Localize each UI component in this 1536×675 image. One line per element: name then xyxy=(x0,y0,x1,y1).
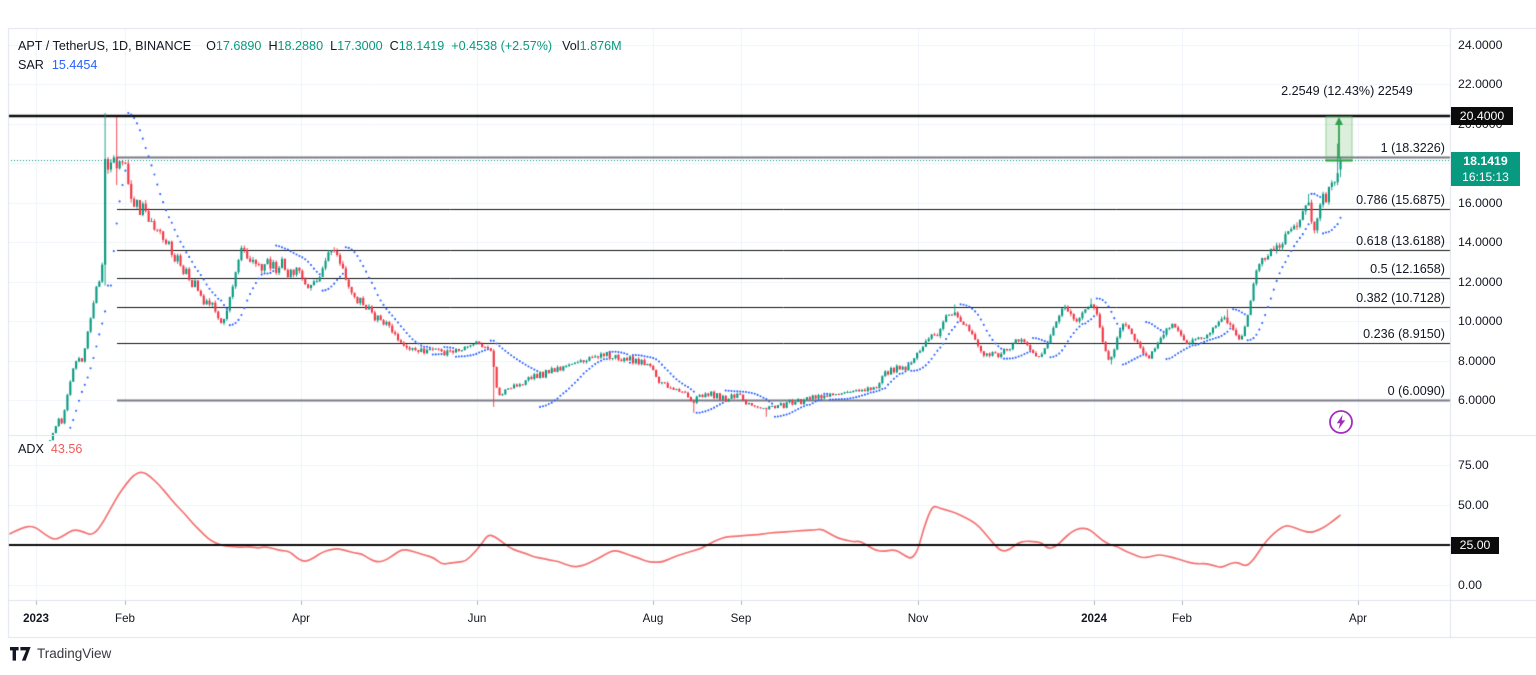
chart-legend: APT / TetherUS, 1D, BINANCE O17.6890 H18.2… xyxy=(18,37,622,75)
fib-label-0382[interactable]: 0.382 (10.7128) xyxy=(1356,291,1445,306)
open-label: O xyxy=(206,39,216,53)
symbol-title[interactable]: APT / TetherUS, 1D, BINANCE xyxy=(18,39,192,53)
bar-countdown: 16:15:13 xyxy=(1462,169,1509,184)
time-label-jun23[interactable]: Jun xyxy=(467,612,487,625)
time-label-feb23[interactable]: Feb xyxy=(115,612,135,625)
lightning-icon xyxy=(1329,410,1353,434)
change-value: +0.4538 (+2.57%) xyxy=(451,39,553,53)
time-label-feb24[interactable]: Feb xyxy=(1172,612,1192,625)
close-value: 18.1419 xyxy=(398,39,445,53)
high-label: H xyxy=(268,39,278,53)
volume-label: Vol xyxy=(562,39,580,53)
price-tick-24[interactable]: 24.0000 xyxy=(1458,38,1503,52)
tradingview-logo[interactable]: TradingView xyxy=(10,646,111,661)
tradingview-brand-text: TradingView xyxy=(37,646,112,661)
time-label-aug23[interactable]: Aug xyxy=(642,612,664,625)
adx-tick-0[interactable]: 0.00 xyxy=(1458,578,1482,592)
flash-boost-button[interactable] xyxy=(1327,408,1355,436)
fib-label-0[interactable]: 0 (6.0090) xyxy=(1387,383,1445,398)
open-value: 17.6890 xyxy=(215,39,262,53)
volume-value: 1.876M xyxy=(579,39,622,53)
tradingview-mark-icon xyxy=(10,646,31,661)
low-value: 17.3000 xyxy=(337,39,383,53)
high-value: 18.2880 xyxy=(277,39,324,53)
sar-label[interactable]: SAR xyxy=(18,58,44,72)
horizontal-line-price-badge: 20.4000 xyxy=(1451,106,1513,125)
fib-extension-label: 2.2549 (12.43%) 22549 xyxy=(1281,84,1413,98)
last-price-value: 18.1419 xyxy=(1463,153,1508,168)
price-tick-8[interactable]: 8.0000 xyxy=(1458,353,1496,368)
time-label-2024[interactable]: 2024 xyxy=(1081,612,1107,625)
close-label: C xyxy=(389,39,399,53)
time-label-nov23[interactable]: Nov xyxy=(907,612,929,625)
time-label-2023[interactable]: 2023 xyxy=(23,612,49,625)
adx-tick-75[interactable]: 75.00 xyxy=(1458,458,1489,472)
price-tick-10[interactable]: 10.0000 xyxy=(1458,314,1503,329)
sar-value: 15.4454 xyxy=(51,58,98,72)
adx-legend: ADX 43.56 xyxy=(18,442,82,456)
time-label-apr23[interactable]: Apr xyxy=(291,612,311,625)
sar-row: SAR 15.4454 xyxy=(18,56,622,75)
price-tick-16[interactable]: 16.0000 xyxy=(1458,195,1503,210)
adx-threshold-badge: 25.00 xyxy=(1451,536,1499,554)
price-tick-14[interactable]: 14.0000 xyxy=(1458,235,1503,250)
fib-label-0618[interactable]: 0.618 (13.6188) xyxy=(1356,233,1445,248)
adx-label[interactable]: ADX xyxy=(18,442,44,456)
fib-label-0236[interactable]: 0.236 (8.9150) xyxy=(1363,326,1445,341)
low-label: L xyxy=(330,39,338,53)
adx-value: 43.56 xyxy=(50,442,83,456)
price-tick-12[interactable]: 12.0000 xyxy=(1458,274,1503,289)
adx-tick-50[interactable]: 50.00 xyxy=(1458,498,1489,512)
price-tick-22[interactable]: 22.0000 xyxy=(1458,77,1503,92)
last-price-badge: 18.1419 16:15:13 xyxy=(1451,151,1520,186)
fib-label-1[interactable]: 1 (18.3226) xyxy=(1380,140,1445,155)
price-tick-6[interactable]: 6.0000 xyxy=(1458,392,1496,407)
fib-label-05[interactable]: 0.5 (12.1658) xyxy=(1370,262,1445,277)
time-label-apr24[interactable]: Apr xyxy=(1348,612,1368,625)
time-label-sep23[interactable]: Sep xyxy=(730,612,752,625)
fib-label-0786[interactable]: 0.786 (15.6875) xyxy=(1356,192,1445,207)
ohlc-row: APT / TetherUS, 1D, BINANCE O17.6890 H18.2… xyxy=(18,37,622,56)
